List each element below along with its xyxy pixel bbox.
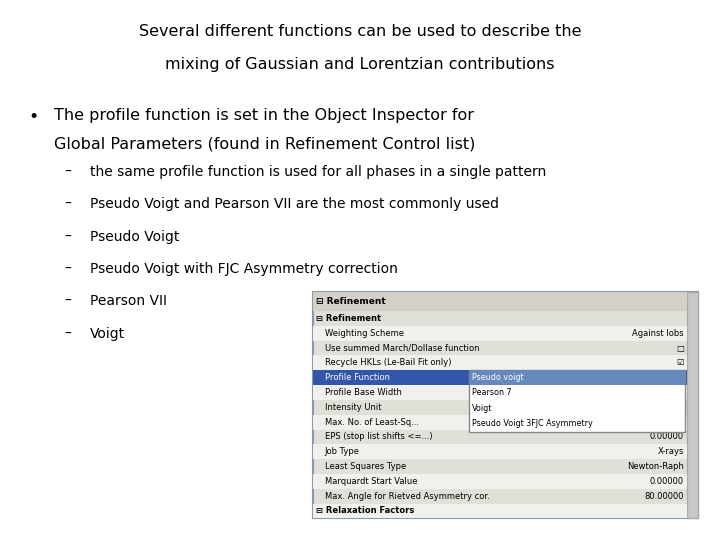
Text: X-rays: X-rays — [657, 447, 684, 456]
Text: Pseudo Voigt with FJC Asymmetry correction: Pseudo Voigt with FJC Asymmetry correcti… — [90, 262, 398, 276]
Bar — [469, 369, 685, 432]
Text: Weighting Scheme: Weighting Scheme — [325, 329, 404, 338]
Text: Profile Base Width: Profile Base Width — [325, 388, 402, 397]
Text: –: – — [65, 327, 72, 341]
Text: Pearson 7: Pearson 7 — [472, 388, 511, 397]
Text: mixing of Gaussian and Lorentzian contributions: mixing of Gaussian and Lorentzian contri… — [166, 57, 554, 72]
Text: –: – — [65, 294, 72, 308]
Text: The profile function is set in the Object Inspector for: The profile function is set in the Objec… — [54, 108, 474, 123]
Text: ⊟ Relaxation Factors: ⊟ Relaxation Factors — [316, 507, 414, 516]
Text: Against Iobs: Against Iobs — [632, 329, 684, 338]
Text: –: – — [65, 262, 72, 276]
Text: –: – — [65, 230, 72, 244]
Bar — [313, 326, 687, 341]
Text: Pseudo Voigt 3FJC Asymmetry: Pseudo Voigt 3FJC Asymmetry — [472, 420, 593, 428]
Text: Global Parameters (found in Refinement Control list): Global Parameters (found in Refinement C… — [54, 136, 475, 151]
Bar — [313, 385, 687, 400]
Text: Newton-Raph: Newton-Raph — [627, 462, 684, 471]
Text: ☑: ☑ — [677, 359, 684, 367]
Text: use Voig▼: use Voig▼ — [642, 373, 684, 382]
Bar — [313, 474, 687, 489]
Text: Max. Angle for Rietved Asymmetry cor.: Max. Angle for Rietved Asymmetry cor. — [325, 492, 490, 501]
Text: Profile Function: Profile Function — [325, 373, 390, 382]
Bar — [313, 355, 687, 370]
Text: Voigt: Voigt — [90, 327, 125, 341]
Text: Recycle HKLs (Le-Bail Fit only): Recycle HKLs (Le-Bail Fit only) — [325, 359, 451, 367]
Bar — [687, 292, 698, 518]
Text: Pseudo voigt: Pseudo voigt — [472, 373, 523, 382]
Text: Job Type: Job Type — [325, 447, 360, 456]
Text: Voigt: Voigt — [472, 404, 492, 413]
Text: the same profile function is used for all phases in a single pattern: the same profile function is used for al… — [90, 165, 546, 179]
Text: –: – — [65, 197, 72, 211]
Text: Several different functions can be used to describe the: Several different functions can be used … — [139, 24, 581, 39]
Text: 0.00000: 0.00000 — [650, 433, 684, 441]
Text: ⊟ Refinement: ⊟ Refinement — [316, 297, 386, 306]
Bar — [313, 444, 687, 459]
Text: Intensity Unit: Intensity Unit — [325, 403, 381, 412]
Bar — [313, 370, 687, 385]
Text: •: • — [29, 108, 39, 126]
Text: EPS (stop list shifts <=...): EPS (stop list shifts <=...) — [325, 433, 432, 441]
Text: Pseudo Voigt and Pearson VII are the most commonly used: Pseudo Voigt and Pearson VII are the mos… — [90, 197, 499, 211]
Bar — [313, 504, 687, 518]
Text: ⊟ Refinement: ⊟ Refinement — [316, 314, 381, 323]
Bar — [313, 292, 687, 311]
Text: Marquardt Start Value: Marquardt Start Value — [325, 477, 417, 486]
Bar — [469, 369, 685, 385]
Text: Use summed March/Dollase function: Use summed March/Dollase function — [325, 343, 480, 353]
Text: Pearson VII: Pearson VII — [90, 294, 167, 308]
Bar — [313, 415, 687, 429]
Text: Pseudo Voigt: Pseudo Voigt — [90, 230, 179, 244]
Text: 0.00000: 0.00000 — [650, 477, 684, 486]
Text: 80.00000: 80.00000 — [644, 492, 684, 501]
Bar — [313, 292, 698, 518]
Text: □: □ — [676, 343, 684, 353]
Text: Max. No. of Least-Sq...: Max. No. of Least-Sq... — [325, 417, 419, 427]
Text: –: – — [65, 165, 72, 179]
Text: Least Squares Type: Least Squares Type — [325, 462, 406, 471]
